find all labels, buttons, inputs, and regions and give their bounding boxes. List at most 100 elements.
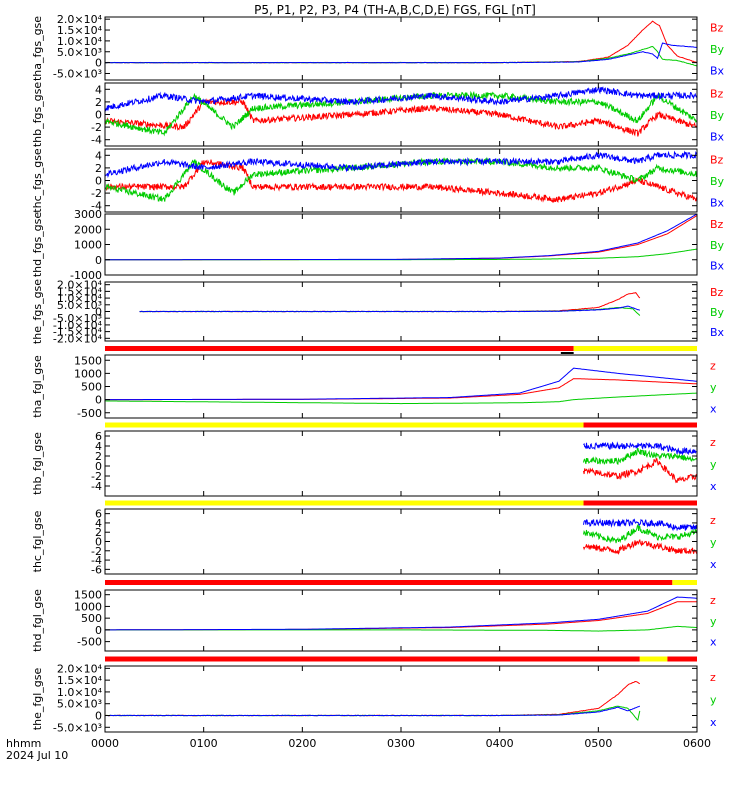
y-tick-label: 0	[95, 460, 102, 473]
y-axis-label: tha_fgs_gse	[31, 16, 44, 81]
y-tick-label: 1000	[74, 367, 102, 380]
y-tick-label: 5.0×10³	[57, 698, 102, 711]
legend-y: y	[710, 458, 717, 471]
y-tick-label: 500	[81, 612, 102, 625]
panel-series	[105, 86, 697, 137]
panel-thb_fgs_gse: 420-2-4 thb_fgs_gse Bz By Bx	[31, 82, 725, 148]
y-tick-label: 1.0×10⁴	[57, 686, 103, 699]
legend-z: z	[710, 594, 716, 607]
legend-y: y	[710, 693, 717, 706]
y-tick-label: 1.0×10⁴	[57, 292, 103, 305]
y-tick-label: 1000	[74, 600, 102, 613]
series-y	[105, 392, 697, 405]
y-tick-label: 1.5×10⁴	[57, 285, 103, 298]
y-tick-label: -5.0×10³	[53, 312, 102, 325]
legend-By: By	[710, 175, 725, 188]
legend-Bz: Bz	[710, 21, 724, 34]
y-tick-label: -2	[91, 187, 102, 200]
series-Bz	[105, 215, 697, 261]
series-x	[583, 441, 697, 456]
y-tick-label: -2	[91, 545, 102, 558]
series-Bz	[105, 20, 697, 64]
legend-y: y	[710, 615, 717, 628]
state-bar-yellow	[105, 500, 584, 506]
panel-frame	[104, 665, 698, 733]
series-y	[583, 448, 697, 465]
series-y	[583, 523, 697, 544]
legend-Bz: Bz	[710, 218, 724, 231]
panel-series	[105, 596, 697, 632]
series-Bx	[105, 150, 697, 178]
state-bar-red	[583, 500, 697, 506]
panel-series	[105, 150, 697, 203]
legend-By: By	[710, 43, 725, 56]
y-tick-label: -5.0×10³	[53, 67, 102, 80]
y-tick-label: 2.0×10⁴	[57, 662, 103, 675]
legend-Bz: Bz	[710, 286, 724, 299]
panel-frame	[104, 430, 698, 497]
panel-frame	[104, 148, 698, 213]
legend-By: By	[710, 109, 725, 122]
plot-title: P5, P1, P2, P3, P4 (TH-A,B,C,D,E) FGS, F…	[254, 3, 536, 17]
state-bar-yellow	[105, 422, 584, 428]
x-tick-label: 0200	[288, 737, 316, 750]
x-axis: 0000 0100 0200 0300 0400 0500 0600	[91, 737, 711, 750]
y-tick-label: -4	[91, 200, 102, 213]
panel-series	[105, 367, 697, 405]
y-tick-label: 2	[95, 450, 102, 463]
y-tick-label: -500	[77, 407, 102, 420]
series-Bz	[139, 291, 641, 313]
y-tick-label: 1.0×10⁴	[57, 35, 103, 48]
y-tick-label: 500	[81, 381, 102, 394]
legend-Bx: Bx	[710, 130, 725, 143]
legend-By: By	[710, 306, 725, 319]
y-tick-label: 4	[95, 440, 102, 453]
legend-z: z	[710, 671, 716, 684]
state-bars	[105, 346, 697, 662]
y-axis-label: thb_fgs_gse	[31, 82, 44, 148]
panel-frame	[104, 589, 698, 652]
y-tick-label: 2000	[74, 223, 102, 236]
state-bar-red	[667, 656, 697, 662]
y-tick-label: 2.0×10⁴	[57, 279, 103, 292]
series-z	[105, 601, 697, 631]
y-tick-label: -1.5×10⁴	[53, 326, 103, 339]
panel-frame	[104, 213, 698, 276]
state-bar-yellow	[639, 656, 668, 662]
y-tick-label: 0	[95, 536, 102, 549]
y-tick-label: 4	[95, 149, 102, 162]
x-tick-label: 0100	[190, 737, 218, 750]
series-z	[105, 680, 641, 717]
y-axis-label: thc_fgs_gse	[31, 148, 44, 213]
y-axis-label: thd_fgl_gse	[31, 589, 44, 652]
y-tick-label: 0	[95, 254, 102, 267]
panel-thd_fgs_gse: 3000 2000 1000 0 -1000 thd_fgs_gse Bz By Bx	[31, 208, 725, 282]
y-tick-label: 1500	[74, 589, 102, 602]
series-Bz	[105, 97, 697, 137]
y-tick-label: -4	[91, 480, 102, 493]
y-tick-label: 4	[95, 83, 102, 96]
y-tick-label: 2	[95, 162, 102, 175]
legend-x: x	[710, 480, 717, 493]
y-tick-label: 4	[95, 517, 102, 530]
state-bar-red	[105, 656, 640, 662]
y-tick-label: 0	[95, 57, 102, 70]
legend-x: x	[710, 636, 717, 649]
y-tick-label: -2	[91, 470, 102, 483]
y-axis-label: thd_fgs_gse	[31, 212, 44, 278]
legend-Bx: Bx	[710, 326, 725, 339]
legend-Bx: Bx	[710, 64, 725, 77]
y-tick-label: 0	[95, 394, 102, 407]
x-tick-label: 0000	[91, 737, 119, 750]
series-y	[105, 705, 641, 722]
y-axis-label: thb_fgl_gse	[31, 432, 44, 495]
legend-x: x	[710, 716, 717, 729]
legend-Bz: Bz	[710, 87, 724, 100]
y-tick-label: 2	[95, 96, 102, 109]
legend-Bz: Bz	[710, 153, 724, 166]
series-x	[105, 596, 697, 631]
